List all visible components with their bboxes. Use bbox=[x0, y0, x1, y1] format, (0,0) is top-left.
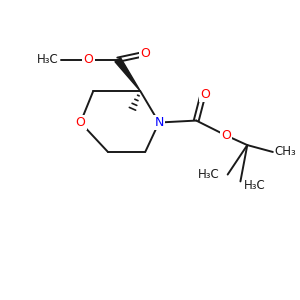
Text: H₃C: H₃C bbox=[37, 53, 59, 66]
Text: O: O bbox=[200, 88, 210, 100]
Text: O: O bbox=[76, 116, 85, 129]
Text: H₃C: H₃C bbox=[244, 179, 266, 192]
Text: H₃C: H₃C bbox=[198, 168, 220, 181]
Text: O: O bbox=[221, 129, 231, 142]
Text: CH₃: CH₃ bbox=[275, 146, 296, 158]
Text: O: O bbox=[83, 53, 93, 66]
Text: N: N bbox=[154, 116, 164, 129]
Polygon shape bbox=[115, 58, 140, 91]
Text: O: O bbox=[140, 47, 150, 60]
